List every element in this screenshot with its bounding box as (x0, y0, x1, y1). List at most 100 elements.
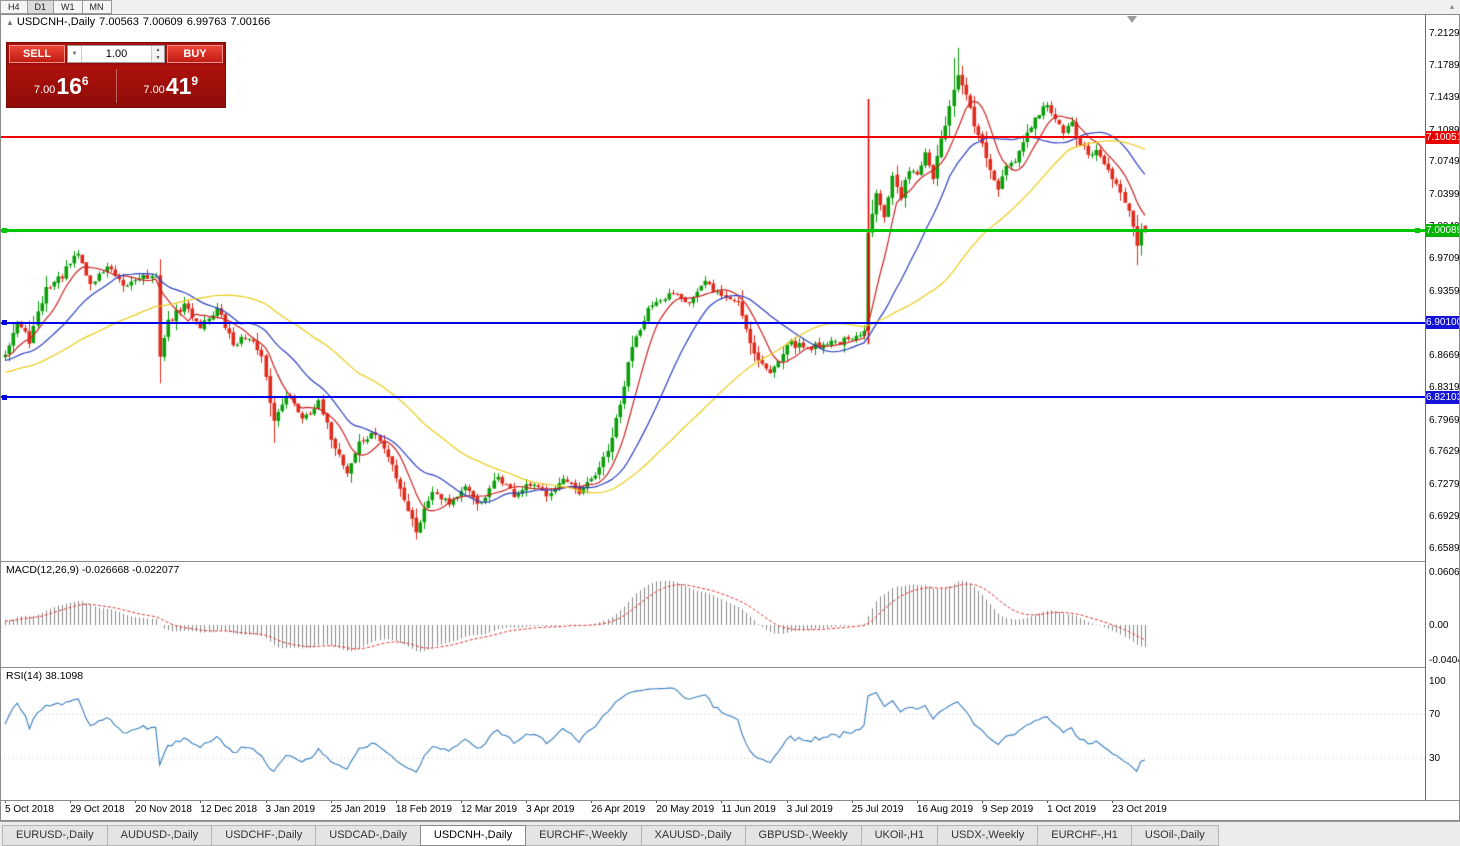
chart-tab-ukoil-h1[interactable]: UKOil-,H1 (860, 825, 939, 846)
sell-price-prefix: 7.00 (33, 84, 56, 96)
macd-panel-separator[interactable] (0, 561, 1460, 562)
chart-tab-eurchf-h1[interactable]: EURCHF-,H1 (1037, 825, 1132, 846)
volume-field: ▼ 1.00 ▲ ▼ (67, 45, 165, 63)
price-axis-label: 6.97090 (1429, 252, 1460, 264)
time-axis-label: 12 Mar 2019 (460, 804, 518, 815)
time-axis-label: 11 Jun 2019 (721, 804, 776, 815)
price-axis-label: 6.93590 (1429, 285, 1460, 297)
buy-price[interactable]: 7.00 41 9 (117, 65, 226, 107)
price-badge: 7.10051 (1426, 130, 1460, 144)
price-axis-label: 6.79690 (1429, 414, 1460, 426)
chart-tab-eurchf-weekly[interactable]: EURCHF-,Weekly (525, 825, 642, 846)
chart-tab-usdx-weekly[interactable]: USDX-,Weekly (937, 825, 1039, 846)
timeframe-button-mn[interactable]: MN (81, 0, 112, 14)
buy-price-sup: 9 (191, 74, 199, 88)
macd-axis-label: -0.040431 (1429, 655, 1460, 667)
ohlc-close: 7.00166 (230, 16, 271, 28)
time-axis-tick (656, 800, 658, 803)
sell-price-sup: 6 (81, 74, 89, 88)
macd-axis-label: 0.00 (1429, 620, 1449, 631)
time-axis-tick (330, 800, 332, 803)
rsi-axis-label: 70 (1429, 709, 1441, 720)
toolbar-scroll-icon[interactable]: ▴ (1449, 2, 1454, 11)
volume-dropdown-arrow-icon[interactable]: ▼ (68, 46, 82, 62)
time-axis-tick (200, 800, 202, 803)
timeframe-button-d1[interactable]: D1 (26, 0, 55, 14)
rsi-axis-label: 100 (1429, 676, 1446, 687)
price-badge: 6.82103 (1426, 390, 1460, 404)
price-axis-label: 6.83190 (1429, 382, 1460, 394)
buy-price-big: 41 (165, 72, 192, 99)
time-axis-label: 20 Nov 2018 (135, 804, 192, 815)
hline-anchor-marker[interactable] (1415, 227, 1420, 233)
chart-symbol-label: USDCNH-,Daily (16, 16, 96, 28)
time-axis-tick (1112, 800, 1114, 803)
ohlc-open: 7.00563 (99, 16, 139, 28)
price-axis-label: 7.10890 (1429, 125, 1460, 136)
price-chart-canvas[interactable] (0, 14, 1425, 561)
macd-label: MACD(12,26,9) -0.026668 -0.022077 (6, 564, 180, 576)
rsi-label: RSI(14) 38.1098 (6, 670, 84, 682)
sell-button[interactable]: SELL (9, 45, 65, 63)
time-axis-separator (0, 800, 1460, 801)
time-axis-tick (70, 800, 72, 803)
time-axis-label: 3 Jan 2019 (265, 804, 316, 815)
timeframe-toolbar: H4 D1 W1 MN (0, 0, 1460, 14)
chart-tab-audusd-daily[interactable]: AUDUSD-,Daily (106, 825, 213, 846)
time-axis-label: 12 Dec 2018 (200, 804, 258, 815)
price-axis-label: 6.72790 (1429, 478, 1460, 490)
time-axis-label: 3 Apr 2019 (526, 804, 575, 815)
time-axis-label: 5 Oct 2018 (5, 804, 54, 815)
time-axis[interactable]: 5 Oct 2018 29 Oct 2018 20 Nov 2018 12 Dec 2… (0, 800, 1425, 820)
hline-object-6.901[interactable] (0, 321, 1425, 324)
time-axis-label: 9 Sep 2019 (982, 804, 1034, 815)
volume-input[interactable]: 1.00 (105, 48, 128, 60)
macd-panel-canvas[interactable] (0, 561, 1425, 667)
price-axis-label: 6.69290 (1429, 511, 1460, 523)
hline-anchor-marker[interactable] (2, 227, 7, 233)
hline-anchor-marker[interactable] (2, 320, 7, 326)
price-badge: 7.00089 (1426, 223, 1460, 237)
rsi-panel-canvas[interactable] (0, 667, 1425, 800)
chart-tab-gbpusd-weekly[interactable]: GBPUSD-,Weekly (744, 825, 862, 846)
time-axis-tick (851, 800, 853, 803)
time-axis-label: 16 Aug 2019 (916, 804, 974, 815)
ohlc-high: 7.00609 (142, 16, 183, 28)
price-axis[interactable]: 7.21290 7.17890 7.14390 7.10890 7.07490 7.039… (1426, 14, 1460, 800)
volume-up-icon[interactable]: ▲ (152, 46, 164, 54)
time-axis-label: 29 Oct 2018 (70, 804, 125, 815)
hline-anchor-marker[interactable] (2, 394, 7, 400)
chart-tab-eurusd-daily[interactable]: EURUSD-,Daily (2, 825, 108, 846)
time-axis-label: 25 Jan 2019 (330, 804, 386, 815)
time-axis-label: 20 May 2019 (656, 804, 715, 815)
price-axis-label: 7.17890 (1429, 59, 1460, 71)
chart-tab-usdcad-daily[interactable]: USDCAD-,Daily (315, 825, 421, 846)
time-axis-tick (395, 800, 397, 803)
price-divider (115, 69, 117, 103)
time-axis-tick (721, 800, 723, 803)
timeframe-button-h4[interactable]: H4 (0, 0, 28, 14)
hline-object-7.10051[interactable] (0, 136, 1425, 139)
chart-tab-xauusd-daily[interactable]: XAUUSD-,Daily (640, 825, 746, 846)
price-axis-label: 6.76290 (1429, 446, 1460, 458)
chart-symbol-icon: ▲ (6, 18, 14, 27)
chart-tab-usdcnh-daily[interactable]: USDCNH-,Daily (419, 825, 527, 846)
sell-price[interactable]: 7.00 16 6 (7, 65, 116, 107)
time-axis-label: 23 Oct 2019 (1112, 804, 1167, 815)
chart-tab-usdchf-daily[interactable]: USDCHF-,Daily (211, 825, 317, 846)
sell-price-big: 16 (56, 72, 82, 99)
time-axis-tick (916, 800, 918, 803)
rsi-panel-separator[interactable] (0, 667, 1460, 668)
chart-tab-usoil-daily[interactable]: USOil-,Daily (1130, 825, 1219, 846)
price-axis-label: 7.21290 (1429, 28, 1460, 39)
time-axis-label: 25 Jul 2019 (851, 804, 904, 815)
rsi-axis-label: 30 (1429, 753, 1441, 764)
hline-object-7.00089[interactable] (0, 228, 1425, 232)
buy-button[interactable]: BUY (167, 45, 223, 63)
chart-shift-marker-icon[interactable] (1127, 16, 1137, 23)
timeframe-button-w1[interactable]: W1 (53, 0, 83, 14)
volume-down-icon[interactable]: ▼ (152, 54, 164, 62)
hline-object-6.82103[interactable] (0, 396, 1425, 399)
time-axis-tick (5, 800, 6, 803)
